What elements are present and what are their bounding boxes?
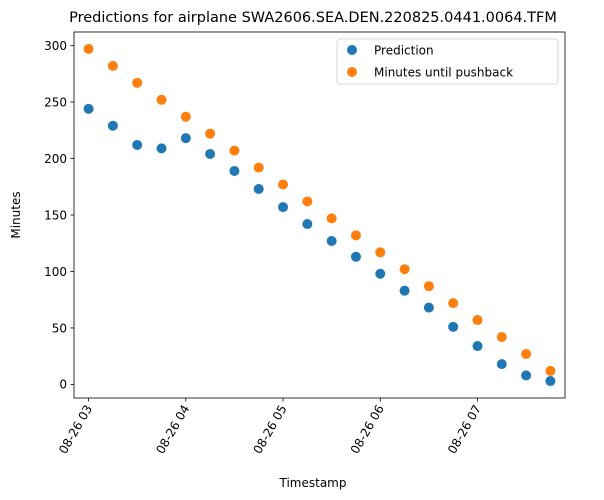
series-1-point (375, 268, 386, 279)
series-2-point (375, 247, 386, 258)
series-1-point (83, 103, 94, 114)
series-2-point (229, 145, 240, 156)
series-2-point (521, 348, 532, 359)
x-tick-label: 08-26 04 (153, 403, 192, 457)
series-1-point (156, 143, 167, 154)
y-tick-label: 300 (44, 39, 67, 53)
series-1-point (180, 133, 191, 144)
series-2-point (302, 196, 313, 207)
legend-label: Minutes until pushback (374, 65, 513, 79)
series-2-point (83, 43, 94, 54)
x-tick-label: 08-26 07 (445, 403, 484, 457)
series-1-point (350, 251, 361, 262)
series-2-point (399, 264, 410, 275)
chart-title: Predictions for airplane SWA2606.SEA.DEN… (69, 10, 557, 26)
series-2-point (350, 230, 361, 241)
series-1-point (399, 285, 410, 296)
y-tick-label: 250 (44, 95, 67, 109)
legend-label: Prediction (374, 43, 434, 57)
legend: Prediction Minutes until pushback (336, 38, 559, 85)
x-tick-label: 08-26 06 (348, 403, 387, 457)
series-2-point (278, 179, 289, 190)
series-1-point (205, 149, 216, 159)
axes-frame (73, 31, 566, 399)
series-2-point (180, 111, 191, 122)
series-1-point (107, 120, 118, 131)
series-2-point (496, 332, 507, 342)
series-2-point (423, 281, 434, 292)
series-1-point (326, 235, 337, 246)
series-1-point (132, 139, 143, 150)
legend-marker (347, 45, 357, 55)
series-1-point (253, 184, 264, 195)
series-1-point (423, 302, 434, 313)
series-1-point (545, 376, 556, 387)
series-1-point (302, 219, 313, 230)
y-axis-label: Minutes (9, 191, 23, 238)
y-tick-label: 0 (59, 378, 67, 392)
series-2-point (448, 298, 459, 309)
series-2-point (132, 77, 143, 88)
series-2-point (326, 213, 337, 224)
x-tick-label: 08-26 03 (56, 403, 95, 457)
x-axis-label: Timestamp (279, 476, 347, 490)
legend-box (336, 38, 559, 85)
series-2-point (107, 60, 118, 71)
series-1-point (472, 341, 483, 352)
series-2-point (253, 162, 264, 173)
y-tick-label: 100 (44, 265, 67, 279)
series-2-point (472, 315, 483, 326)
series-2-point (156, 94, 167, 105)
series-2-point (545, 365, 556, 376)
series-1-point (229, 165, 240, 176)
x-tick-label: 08-26 05 (251, 403, 290, 457)
series-1-point (278, 202, 289, 213)
series-1-point (521, 370, 532, 381)
y-tick-label: 50 (52, 321, 67, 335)
plot-area: 0 50 100 150 200 250 300 08-26 03 08-26 04 08-26 … (44, 31, 566, 457)
legend-marker (347, 67, 357, 77)
series-2-point (205, 128, 216, 139)
series-1-point (448, 321, 459, 332)
y-tick-label: 200 (44, 152, 67, 166)
series-1-point (496, 359, 507, 370)
y-tick-label: 150 (44, 208, 67, 222)
